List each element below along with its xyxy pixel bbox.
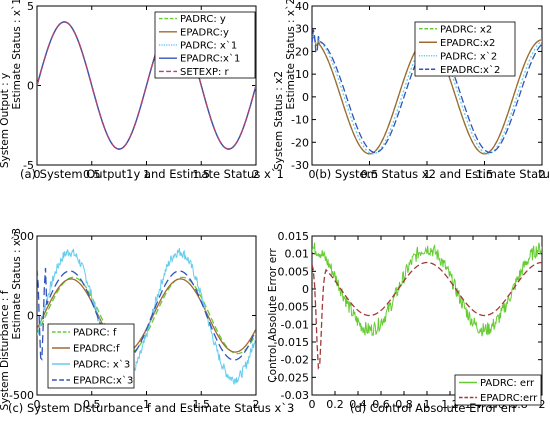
y-tick-label: -20 [291,136,309,149]
panel-caption: (c) System Disturbance f and Estimate St… [8,401,294,415]
plot-area [312,236,542,395]
y-tick-label: -0.02 [281,354,309,367]
y-tick-label: 0 [27,310,34,323]
y-tick-label: -0.01 [281,318,309,331]
y-tick-label: 20 [295,45,309,58]
y-tick-label: -0.03 [281,389,309,402]
y-tick-label: 0 [27,80,34,93]
y-tick-label: 10 [295,68,309,81]
panel-caption: (b) System Status x2 and Estimate Status… [315,167,550,181]
y-tick-label: 0.01 [285,248,310,261]
y-tick-label: -30 [291,159,309,172]
y-axis-label-inner: Estimate Status : x`2 [285,0,297,109]
y-tick-label: 40 [295,0,309,13]
legend-label: SETEXP: r [180,67,230,78]
x-tick-label: 0 [309,398,316,411]
legend-label: PADRC: y [180,14,226,25]
chart-panel-4: 00.20.40.60.811.21.41.61.82-0.03-0.025-0… [267,230,546,415]
panel-caption: (d) Control Absolute Error err [350,401,517,415]
y-tick-label: 0 [302,91,309,104]
legend-label: EPADRC:y [180,27,229,38]
y-axis-label-outer: System Disturbance : f [0,290,11,410]
y-tick-label: 30 [295,23,309,36]
y-axis-label-outer: System Output : y [0,73,11,168]
y-axis-label: Control Absolute Error err [267,248,279,383]
y-axis-label-outer: System Status : x2 [273,71,285,170]
legend-label: EPADRC:x2 [440,38,495,49]
y-axis-label-inner: Estimate Status : x`3 [11,228,23,340]
panel-caption: (a) System Output1y and Estimate Status … [20,167,284,181]
y-tick-label: 5 [27,0,34,13]
y-tick-label: -10 [291,114,309,127]
y-axis-label-inner: Estimate Status : x`1 [11,0,23,109]
legend-label: PADRC: x`3 [73,359,130,371]
legend: PADRC: f EPADRC:f PADRC: x`3 EPADRC:x`3 [48,324,134,388]
y-tick-label: 0.015 [278,230,310,243]
x-tick-label: 0.2 [326,398,344,411]
legend-label: PADRC: f [73,328,117,339]
legend-label: PADRC: x`2 [440,50,497,62]
legend-label: EPADRC:x`2 [440,64,500,76]
legend-label: PADRC: x2 [440,24,492,35]
y-tick-label: 0 [302,283,309,296]
legend-label: EPADRC:f [73,344,120,355]
legend-label: EPADRC:x`1 [180,53,240,65]
legend-label: EPADRC:x`3 [73,375,133,387]
legend-label: PADRC: x`1 [180,40,237,52]
legend-label: PADRC: err [480,378,535,389]
y-tick-label: 0.005 [278,265,310,278]
